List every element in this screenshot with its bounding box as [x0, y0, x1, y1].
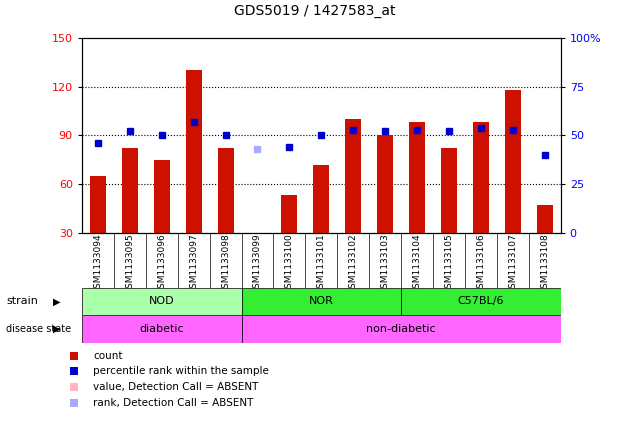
Bar: [345, 119, 361, 233]
Text: NOR: NOR: [309, 297, 334, 306]
Text: non-diabetic: non-diabetic: [366, 324, 436, 334]
Bar: [313, 165, 329, 233]
Bar: [377, 135, 393, 233]
Text: strain: strain: [6, 297, 38, 306]
Text: ▶: ▶: [53, 297, 60, 306]
Bar: [401, 288, 561, 315]
Text: disease state: disease state: [6, 324, 71, 334]
Bar: [249, 233, 265, 238]
Bar: [441, 148, 457, 233]
Text: GSM1133107: GSM1133107: [508, 234, 517, 294]
Text: percentile rank within the sample: percentile rank within the sample: [93, 366, 269, 376]
Text: GSM1133099: GSM1133099: [253, 234, 262, 294]
Text: NOD: NOD: [149, 297, 175, 306]
Bar: [122, 148, 138, 233]
Text: ▶: ▶: [53, 324, 60, 334]
Text: value, Detection Call = ABSENT: value, Detection Call = ABSENT: [93, 382, 259, 392]
Text: GSM1133108: GSM1133108: [541, 234, 549, 294]
Text: C57BL/6: C57BL/6: [457, 297, 504, 306]
Text: GSM1133103: GSM1133103: [381, 234, 389, 294]
Bar: [90, 176, 106, 233]
Text: GSM1133094: GSM1133094: [93, 234, 102, 294]
Text: GSM1133101: GSM1133101: [317, 234, 326, 294]
Bar: [537, 205, 553, 233]
Bar: [186, 71, 202, 233]
Bar: [241, 315, 561, 343]
Bar: [82, 288, 241, 315]
Bar: [154, 160, 169, 233]
Text: GSM1133102: GSM1133102: [349, 234, 358, 294]
Bar: [473, 122, 489, 233]
Bar: [82, 315, 241, 343]
Text: GSM1133106: GSM1133106: [476, 234, 485, 294]
Bar: [409, 122, 425, 233]
Text: diabetic: diabetic: [139, 324, 184, 334]
Text: GSM1133105: GSM1133105: [445, 234, 454, 294]
Text: GSM1133096: GSM1133096: [158, 234, 166, 294]
Text: GDS5019 / 1427583_at: GDS5019 / 1427583_at: [234, 4, 396, 18]
Bar: [505, 90, 521, 233]
Text: GSM1133097: GSM1133097: [189, 234, 198, 294]
Bar: [217, 148, 234, 233]
Bar: [241, 288, 401, 315]
Bar: [282, 195, 297, 233]
Text: GSM1133095: GSM1133095: [125, 234, 134, 294]
Text: GSM1133104: GSM1133104: [413, 234, 421, 294]
Text: GSM1133100: GSM1133100: [285, 234, 294, 294]
Text: rank, Detection Call = ABSENT: rank, Detection Call = ABSENT: [93, 398, 254, 408]
Text: count: count: [93, 351, 123, 360]
Text: GSM1133098: GSM1133098: [221, 234, 230, 294]
